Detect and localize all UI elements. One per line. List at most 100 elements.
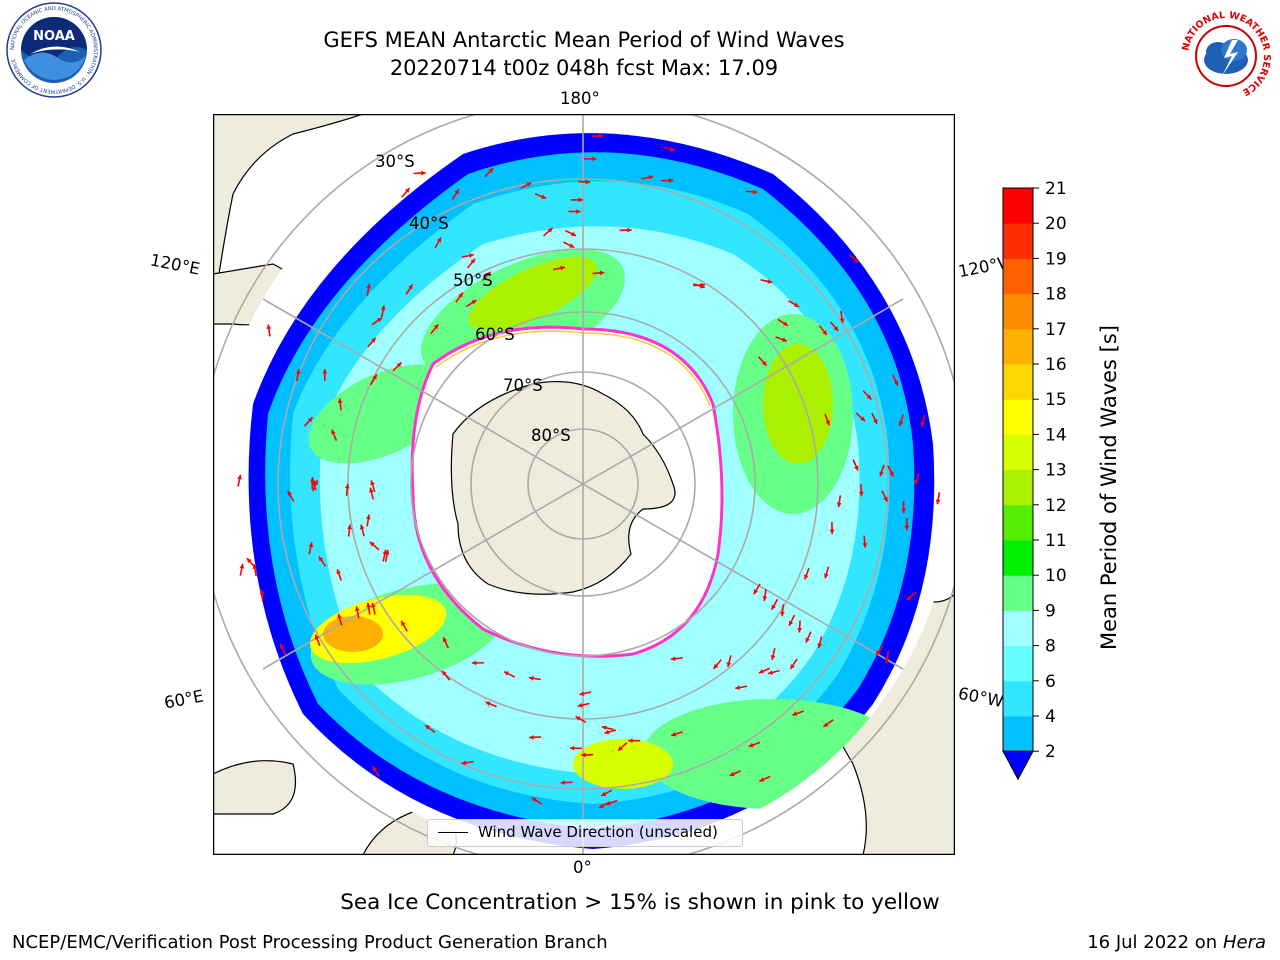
wave-direction-arrow [575,715,587,724]
wave-direction-arrow [451,188,460,200]
wave-direction-arrow [628,738,641,744]
wave-direction-arrow [693,283,706,289]
colorbar-segment [1003,645,1033,682]
colorbar-tick-label: 8 [1045,637,1056,657]
colorbar-segment [1003,223,1033,259]
wave-direction-arrow [465,299,477,308]
wave-direction-arrow [442,636,449,649]
wave-direction-arrow [767,669,780,675]
wave-direction-arrow [852,459,859,471]
map-legend: Wind Wave Direction (unscaled) [427,819,743,847]
colorbar-segment [1003,680,1033,717]
wave-direction-arrow [528,675,541,681]
wave-direction-arrow [553,265,566,271]
wave-direction-arrow [568,209,581,214]
colorbar-segment [1003,399,1033,435]
wave-direction-arrow [485,701,497,708]
wave-direction-arrow [344,483,350,496]
wave-direction-arrow [534,193,547,200]
wave-direction-arrow [246,557,256,568]
footer-credit: NCEP/EMC/Verification Post Processing Pr… [12,932,608,953]
colorbar-tick-label: 9 [1045,601,1056,621]
wave-direction-arrow [336,568,342,581]
footer-date: 16 Jul 2022 on Hera [1087,932,1266,953]
lon-label-180: 180° [560,89,600,108]
wave-direction-arrow [848,253,860,264]
colorbar-title: Mean Period of Wind Waves [s] [1097,325,1121,650]
wave-direction-arrow [753,583,761,595]
chart-title: GEFS MEAN Antarctic Mean Period of Wind … [323,28,845,52]
wave-direction-arrow [663,146,676,152]
colorbar-tick-label: 17 [1045,320,1067,340]
wave-direction-arrow [770,648,776,661]
wave-direction-arrow [904,518,910,531]
wave-direction-arrow [792,710,804,716]
wave-direction-arrow [824,413,830,426]
wave-direction-arrow [542,227,554,237]
wave-direction-arrow [434,237,442,249]
wave-direction-arrow [318,555,327,567]
colorbar-segment [1003,504,1033,541]
wave-direction-arrow [604,729,617,735]
sea-ice-caption: Sea Ice Concentration > 15% is shown in … [340,890,940,915]
wave-direction-arrow [570,197,583,203]
wave-direction-arrow [365,514,371,527]
wave-direction-arrow [466,258,476,269]
wave-direction-arrow [560,780,573,786]
wave-direction-arrow [600,789,613,797]
wave-direction-arrow [529,734,542,740]
lat-label-30s: 30°S [375,152,415,171]
colorbar-segment [1003,293,1033,330]
wave-direction-arrow [392,361,403,372]
lon-label-60e: 60°E [162,686,206,713]
wave-direction-arrow [901,501,906,514]
wave-direction-arrow [563,241,575,249]
colorbar-segment [1003,364,1033,400]
wave-direction-arrow [829,321,839,332]
wave-direction-arrow [855,412,866,422]
wave-direction-arrow [531,796,543,805]
wave-direction-arrow [735,685,748,690]
wave-direction-arrow [748,741,761,748]
wave-direction-arrow [898,414,905,427]
wave-direction-arrow [817,636,823,649]
wave-direction-arrow [359,524,365,537]
wave-direction-arrow [354,606,360,619]
colorbar-tick-label: 4 [1045,707,1056,727]
wave-direction-arrow [775,336,788,342]
wave-direction-arrows [237,133,941,809]
colorbar-under-extension [1002,750,1034,781]
wave-direction-arrow [401,187,411,198]
wave-direction-arrow [758,667,771,674]
wave-direction-arrow [577,179,591,185]
polar-map: 30°S 40°S 50°S 60°S 70°S 80°S [212,113,956,856]
wave-direction-arrow [337,398,343,411]
colorbar-tick-label: 6 [1045,672,1056,692]
nws-logo: NATIONAL WEATHER SERVICE [1180,10,1272,102]
wave-direction-arrow [322,369,328,382]
wave-direction-arrow [484,167,494,178]
colorbar-tick-label: 10 [1045,566,1067,586]
wave-direction-arrow [591,133,604,139]
wave-direction-arrow [804,567,810,580]
wave-direction-arrow [564,229,577,237]
wave-direction-arrow [757,356,768,367]
lat-label-60s: 60°S [475,325,515,344]
wave-direction-arrow [461,253,474,258]
wave-direction-arrow [369,487,375,500]
noaa-logo: NOAA NATIONAL OCEANIC AND ATMOSPHERIC AD… [6,2,102,98]
wave-direction-arrow [384,549,390,562]
wave-direction-arrow [455,292,464,303]
wave-direction-arrow [330,429,338,441]
wave-direction-arrow [308,542,314,555]
wave-direction-arrow [670,656,683,662]
wave-direction-arrow [797,620,802,633]
wave-direction-arrow [605,799,618,806]
wave-direction-arrow [805,631,812,643]
lat-label-80s: 80°S [531,426,571,445]
colorbar-tick-label: 18 [1045,285,1067,305]
colorbar-tick-label: 20 [1045,214,1067,234]
map-panel: 30°S 40°S 50°S 60°S 70°S 80°S Wind Wave … [212,113,956,856]
footer-host: Hera [1222,932,1266,953]
legend-label: Wind Wave Direction (unscaled) [478,823,718,841]
